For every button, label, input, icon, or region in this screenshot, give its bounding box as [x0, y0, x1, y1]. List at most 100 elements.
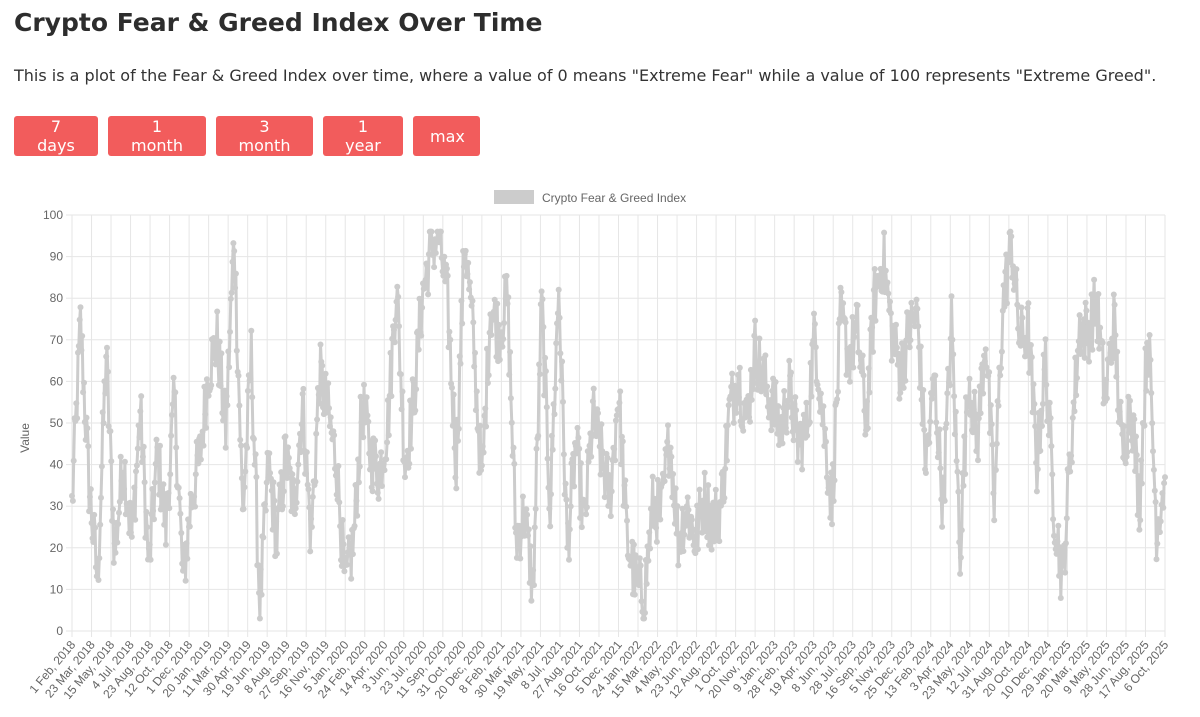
data-point[interactable] [656, 490, 663, 497]
data-point[interactable] [764, 403, 771, 410]
data-point[interactable] [157, 442, 163, 449]
data-point[interactable] [1058, 563, 1065, 570]
data-point[interactable] [507, 349, 514, 355]
data-point[interactable] [1135, 473, 1142, 480]
data-point[interactable] [1004, 300, 1010, 307]
data-point[interactable] [1119, 431, 1126, 438]
data-point[interactable] [170, 374, 177, 381]
data-point[interactable] [455, 437, 461, 444]
data-point[interactable] [449, 384, 455, 391]
data-point[interactable] [949, 336, 956, 343]
data-point[interactable] [1110, 291, 1117, 298]
data-point[interactable] [918, 396, 925, 403]
data-point[interactable] [957, 554, 964, 561]
data-point[interactable] [653, 524, 660, 531]
data-point[interactable] [1074, 375, 1080, 381]
data-point[interactable] [1086, 358, 1092, 365]
data-point[interactable] [1148, 390, 1155, 396]
data-point[interactable] [1103, 395, 1110, 402]
data-point[interactable] [729, 391, 736, 398]
data-point[interactable] [198, 437, 205, 444]
data-point[interactable] [531, 524, 538, 531]
data-point[interactable] [180, 567, 186, 574]
data-point[interactable] [257, 566, 264, 573]
data-point[interactable] [69, 497, 76, 504]
data-point[interactable] [811, 310, 817, 317]
data-point[interactable] [887, 298, 893, 305]
data-point[interactable] [948, 293, 955, 300]
data-point[interactable] [583, 504, 590, 511]
range-7-days-button[interactable]: 7 days [14, 116, 98, 156]
data-point[interactable] [577, 514, 584, 521]
data-point[interactable] [189, 498, 196, 505]
data-point[interactable] [444, 272, 451, 279]
data-point[interactable] [107, 428, 114, 435]
data-point[interactable] [108, 458, 115, 465]
data-point[interactable] [622, 477, 629, 484]
data-point[interactable] [85, 443, 92, 450]
data-point[interactable] [694, 546, 701, 553]
data-point[interactable] [755, 371, 762, 378]
data-point[interactable] [441, 253, 448, 260]
data-point[interactable] [688, 516, 695, 523]
data-point[interactable] [177, 510, 184, 517]
data-point[interactable] [218, 350, 225, 357]
data-point[interactable] [319, 362, 326, 369]
data-point[interactable] [854, 302, 861, 309]
data-point[interactable] [894, 361, 901, 368]
data-point[interactable] [250, 436, 257, 442]
data-point[interactable] [373, 453, 379, 460]
data-point[interactable] [1005, 259, 1012, 266]
data-point[interactable] [348, 575, 355, 582]
data-point[interactable] [182, 577, 189, 584]
data-point[interactable] [235, 372, 242, 379]
data-point[interactable] [252, 451, 259, 458]
data-point[interactable] [320, 404, 326, 411]
data-point[interactable] [351, 523, 358, 529]
data-point[interactable] [178, 530, 185, 536]
range-1-month-button[interactable]: 1 month [108, 116, 206, 156]
data-point[interactable] [953, 458, 960, 464]
data-point[interactable] [897, 389, 904, 396]
data-point[interactable] [1053, 550, 1060, 557]
data-point[interactable] [822, 425, 829, 432]
data-point[interactable] [838, 289, 845, 296]
data-point[interactable] [471, 363, 478, 370]
data-point[interactable] [262, 507, 269, 514]
data-point[interactable] [118, 477, 125, 484]
data-point[interactable] [793, 407, 800, 414]
data-point[interactable] [669, 494, 676, 501]
data-point[interactable] [842, 319, 849, 326]
data-point[interactable] [881, 229, 888, 236]
data-point[interactable] [359, 402, 366, 409]
data-point[interactable] [527, 543, 534, 550]
data-point[interactable] [847, 343, 854, 350]
data-point[interactable] [173, 444, 180, 451]
data-point[interactable] [523, 506, 530, 513]
data-point[interactable] [869, 324, 876, 331]
data-point[interactable] [77, 304, 84, 311]
data-point[interactable] [403, 454, 410, 461]
data-point[interactable] [295, 461, 302, 468]
data-point[interactable] [759, 365, 766, 372]
data-point[interactable] [484, 380, 491, 386]
data-point[interactable] [337, 523, 344, 530]
data-point[interactable] [783, 429, 790, 436]
data-point[interactable] [840, 300, 847, 307]
data-point[interactable] [86, 508, 93, 515]
data-point[interactable] [466, 286, 473, 293]
data-point[interactable] [347, 545, 354, 552]
data-point[interactable] [147, 556, 154, 563]
data-point[interactable] [121, 458, 128, 465]
data-point[interactable] [966, 375, 973, 382]
data-point[interactable] [1127, 397, 1133, 404]
data-point[interactable] [584, 448, 591, 455]
data-point[interactable] [532, 505, 539, 512]
data-point[interactable] [186, 523, 193, 530]
data-point[interactable] [994, 398, 1001, 405]
data-point[interactable] [431, 264, 438, 271]
data-point[interactable] [804, 432, 811, 439]
range-1-year-button[interactable]: 1 year [323, 116, 403, 156]
data-point[interactable] [92, 564, 99, 571]
data-point[interactable] [205, 392, 212, 399]
